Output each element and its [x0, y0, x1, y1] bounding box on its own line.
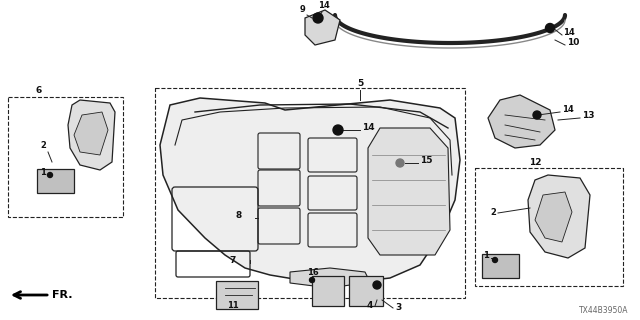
Text: FR.: FR. [52, 290, 72, 300]
Text: 2: 2 [490, 208, 496, 217]
Polygon shape [290, 268, 370, 288]
FancyBboxPatch shape [482, 254, 519, 278]
Text: 7: 7 [230, 256, 236, 265]
Text: 12: 12 [529, 158, 541, 167]
Text: 3: 3 [395, 303, 401, 312]
Text: 8: 8 [236, 211, 242, 220]
Text: 5: 5 [357, 79, 363, 88]
Text: TX44B3950A: TX44B3950A [579, 306, 628, 315]
Circle shape [47, 172, 52, 178]
Polygon shape [305, 10, 340, 45]
Text: 1: 1 [40, 168, 46, 177]
Polygon shape [488, 95, 555, 148]
FancyBboxPatch shape [312, 276, 344, 306]
Text: 14: 14 [563, 28, 575, 37]
Circle shape [373, 281, 381, 289]
Circle shape [333, 125, 343, 135]
Text: 6: 6 [35, 86, 41, 95]
Circle shape [313, 13, 323, 23]
Polygon shape [535, 192, 572, 242]
Text: 11: 11 [227, 301, 239, 310]
Text: 2: 2 [40, 141, 46, 150]
Text: 14: 14 [562, 105, 573, 114]
Text: 13: 13 [582, 111, 595, 120]
FancyBboxPatch shape [216, 281, 258, 309]
Text: 9: 9 [300, 5, 305, 14]
Polygon shape [74, 112, 108, 155]
Text: 10: 10 [567, 38, 579, 47]
FancyBboxPatch shape [37, 169, 74, 193]
Text: 1: 1 [483, 251, 489, 260]
Polygon shape [528, 175, 590, 258]
Text: 16: 16 [307, 268, 319, 277]
Circle shape [493, 258, 497, 262]
Text: 14: 14 [318, 1, 330, 10]
Text: 4: 4 [367, 301, 373, 310]
Polygon shape [368, 128, 450, 255]
Circle shape [396, 159, 404, 167]
Text: 14: 14 [362, 123, 374, 132]
Text: 15: 15 [420, 156, 433, 165]
Polygon shape [160, 98, 460, 282]
Polygon shape [68, 100, 115, 170]
Circle shape [533, 111, 541, 119]
Circle shape [545, 23, 554, 33]
Circle shape [310, 277, 314, 283]
FancyBboxPatch shape [349, 276, 383, 306]
